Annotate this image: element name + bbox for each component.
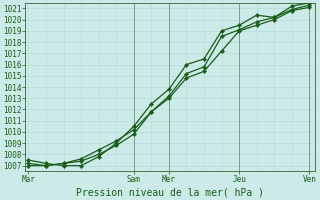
X-axis label: Pression niveau de la mer( hPa ): Pression niveau de la mer( hPa ) (76, 187, 264, 197)
